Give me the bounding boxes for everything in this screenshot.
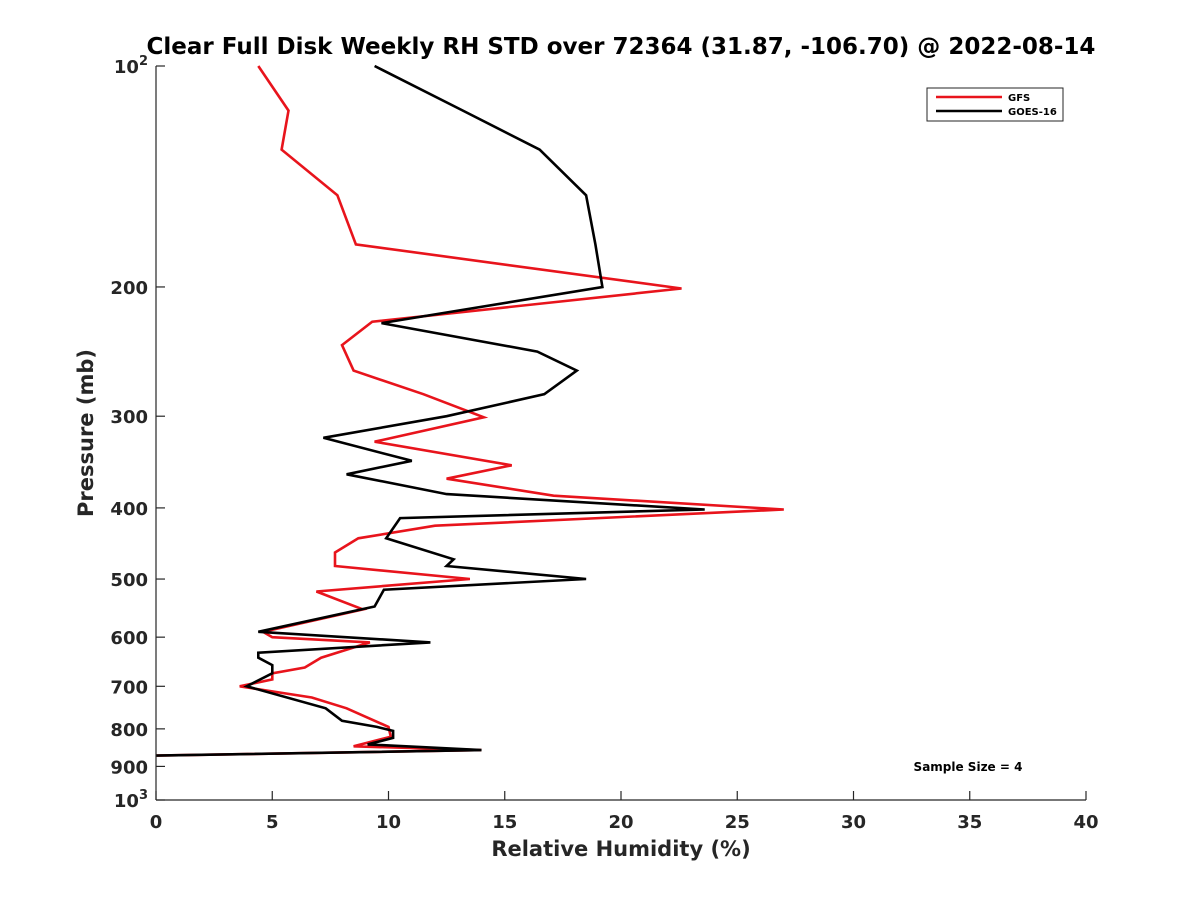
y-tick-label: 900 (110, 757, 148, 778)
y-tick-label: 500 (110, 570, 148, 591)
x-axis-label: Relative Humidity (%) (491, 837, 750, 861)
ticks-layer: 0 5 10 15 20 25 30 35 40 102 200 300 400 500 600 700 800… (110, 54, 1098, 833)
sample-size-annotation: Sample Size = 4 (914, 760, 1023, 774)
series-line-gfs (155, 65, 784, 757)
x-tick-label: 30 (841, 812, 866, 833)
x-tick-label: 0 (150, 812, 163, 833)
y-tick-label: 400 (110, 499, 148, 520)
legend: GFS GOES-16 (926, 87, 1064, 122)
legend-label-goes-16: GOES-16 (1008, 107, 1057, 118)
y-tick-label: 102 (114, 54, 148, 78)
x-tick-label: 25 (725, 812, 750, 833)
x-tick-label: 20 (608, 812, 633, 833)
plot-area (156, 66, 1086, 800)
y-tick-label: 800 (110, 720, 148, 741)
series-layer (155, 64, 784, 757)
y-tick-label: 700 (110, 677, 148, 698)
x-tick-label: 35 (957, 812, 982, 833)
chart-title: Clear Full Disk Weekly RH STD over 72364… (147, 34, 1096, 60)
legend-box (926, 87, 1064, 122)
y-tick-label: 103 (114, 788, 148, 812)
x-tick-label: 15 (492, 812, 517, 833)
y-tick-label: 200 (110, 278, 148, 299)
y-axis-label: Pressure (mb) (74, 349, 98, 517)
x-tick-label: 40 (1073, 812, 1098, 833)
legend-label-gfs: GFS (1008, 93, 1030, 104)
x-tick-label: 10 (376, 812, 401, 833)
series-line-goes-16 (155, 64, 705, 757)
x-tick-label: 5 (266, 812, 279, 833)
y-tick-label: 600 (110, 628, 148, 649)
y-tick-label: 300 (110, 407, 148, 428)
